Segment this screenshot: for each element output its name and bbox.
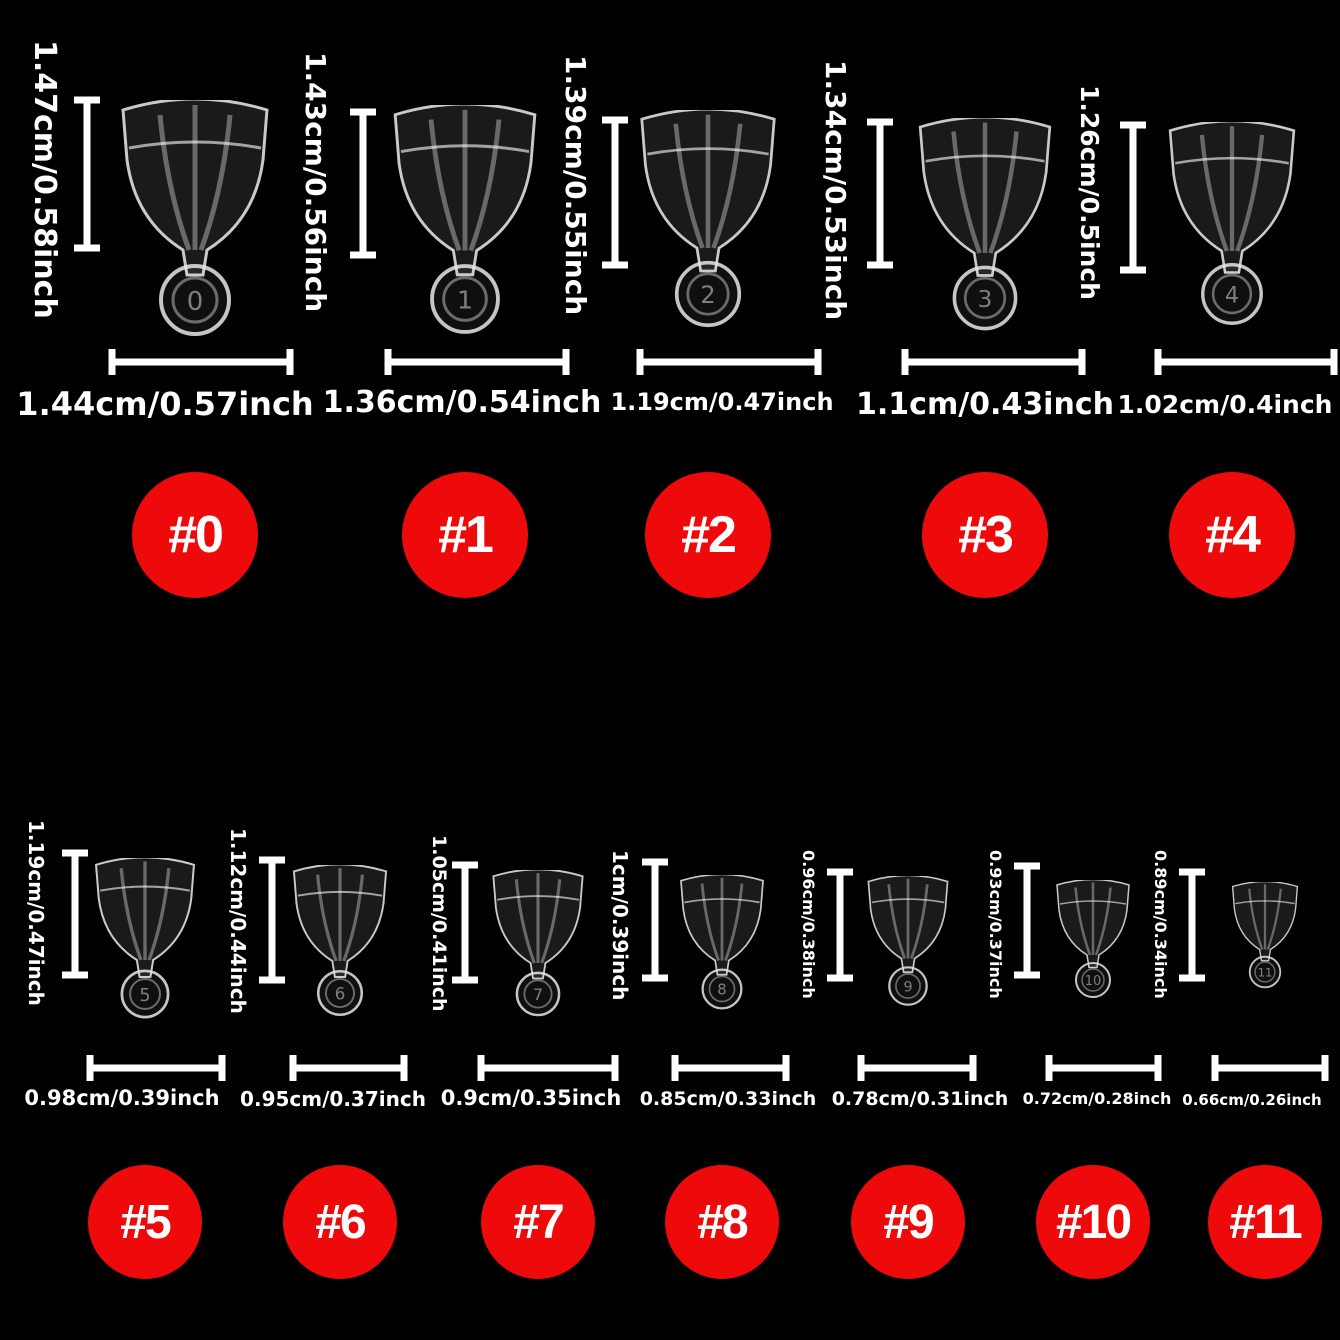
width-label: 0.95cm/0.37inch (240, 1087, 426, 1111)
width-dimension-bar (671, 1055, 790, 1081)
height-label: 0.89cm/0.34inch (1151, 850, 1170, 999)
nail-tip-image: 7 (492, 870, 584, 1017)
tip-size-mark: 6 (335, 984, 346, 1003)
size-badge: #4 (1169, 472, 1295, 598)
height-label: 1.05cm/0.41inch (428, 835, 450, 1012)
width-label: 1.44cm/0.57inch (16, 385, 314, 423)
width-label: 1.02cm/0.4inch (1117, 390, 1333, 419)
width-dimension-bar (901, 349, 1086, 375)
height-dimension-bar (1179, 868, 1205, 982)
height-dimension-bar (827, 868, 853, 982)
width-label: 0.66cm/0.26inch (1182, 1091, 1322, 1109)
nail-tip-image: 1 (393, 105, 537, 334)
height-dimension-bar (350, 108, 376, 259)
height-dimension-bar (867, 118, 893, 269)
size-badge: #2 (645, 472, 771, 598)
width-label: 0.85cm/0.33inch (639, 1088, 817, 1110)
nail-tip-image: 10 (1056, 880, 1130, 998)
tip-size-mark: 9 (903, 980, 912, 996)
width-label: 1.1cm/0.43inch (856, 387, 1114, 422)
height-label: 1.12cm/0.44inch (226, 828, 250, 1014)
nail-tip-image: 5 (94, 858, 196, 1019)
nail-tip-image: 4 (1168, 122, 1296, 325)
width-dimension-bar (1211, 1055, 1329, 1081)
nail-tip-image: 3 (918, 118, 1052, 331)
height-dimension-bar (452, 861, 478, 984)
height-label: 1.43cm/0.56inch (299, 52, 332, 313)
nail-tip-image: 9 (867, 876, 949, 1006)
width-dimension-bar (857, 1055, 977, 1081)
width-dimension-bar (636, 349, 822, 375)
nail-tip-image: 8 (680, 875, 764, 1010)
height-label: 1.39cm/0.55inch (559, 55, 592, 316)
tip-size-mark: 4 (1225, 283, 1239, 309)
nail-tip-image: 6 (292, 865, 388, 1017)
height-label: 0.96cm/0.38inch (799, 850, 818, 999)
width-label: 0.98cm/0.39inch (24, 1086, 220, 1110)
width-label: 0.72cm/0.28inch (1022, 1089, 1172, 1108)
tip-size-mark: 1 (457, 286, 473, 315)
tip-size-mark: 2 (700, 281, 715, 309)
height-dimension-bar (1014, 862, 1040, 979)
tip-size-mark: 11 (1258, 966, 1273, 980)
tip-size-mark: 3 (978, 285, 993, 313)
tip-size-mark: 7 (533, 985, 543, 1004)
size-badge: #10 (1036, 1165, 1150, 1279)
size-badge: #11 (1208, 1165, 1322, 1279)
height-label: 1.34cm/0.53inch (819, 60, 852, 321)
width-label: 1.36cm/0.54inch (322, 385, 602, 420)
height-label: 1.19cm/0.47inch (24, 820, 48, 1006)
width-label: 0.78cm/0.31inch (831, 1088, 1009, 1110)
height-dimension-bar (1120, 121, 1146, 274)
nail-tip-image: 11 (1231, 882, 1299, 989)
tip-size-mark: 5 (139, 986, 150, 1006)
size-badge: #9 (851, 1165, 965, 1279)
width-dimension-bar (86, 1055, 226, 1081)
size-badge: #5 (88, 1165, 202, 1279)
nail-tip-image: 0 (121, 100, 269, 336)
height-dimension-bar (602, 116, 628, 269)
height-dimension-bar (259, 856, 285, 984)
height-label: 1cm/0.39inch (608, 850, 632, 1001)
size-badge: #3 (922, 472, 1048, 598)
width-dimension-bar (477, 1055, 619, 1081)
width-label: 1.19cm/0.47inch (610, 388, 834, 416)
width-dimension-bar (108, 349, 294, 375)
height-label: 1.26cm/0.5inch (1075, 85, 1104, 300)
height-label: 1.47cm/0.58inch (27, 40, 62, 319)
width-dimension-bar (1154, 349, 1338, 375)
tip-size-mark: 0 (187, 287, 204, 317)
tip-size-mark: 8 (717, 982, 726, 999)
width-dimension-bar (1045, 1055, 1162, 1081)
size-badge: #0 (132, 472, 258, 598)
tip-size-mark: 10 (1085, 974, 1102, 989)
height-dimension-bar (74, 96, 100, 252)
nail-tip-image: 2 (640, 110, 776, 328)
height-dimension-bar (642, 858, 668, 982)
size-badge: #6 (283, 1165, 397, 1279)
width-label: 0.9cm/0.35inch (440, 1086, 622, 1110)
size-badge: #8 (665, 1165, 779, 1279)
height-label: 0.93cm/0.37inch (986, 850, 1005, 999)
size-badge: #7 (481, 1165, 595, 1279)
width-dimension-bar (289, 1055, 408, 1081)
height-dimension-bar (62, 849, 88, 979)
size-badge: #1 (402, 472, 528, 598)
width-dimension-bar (384, 349, 570, 375)
